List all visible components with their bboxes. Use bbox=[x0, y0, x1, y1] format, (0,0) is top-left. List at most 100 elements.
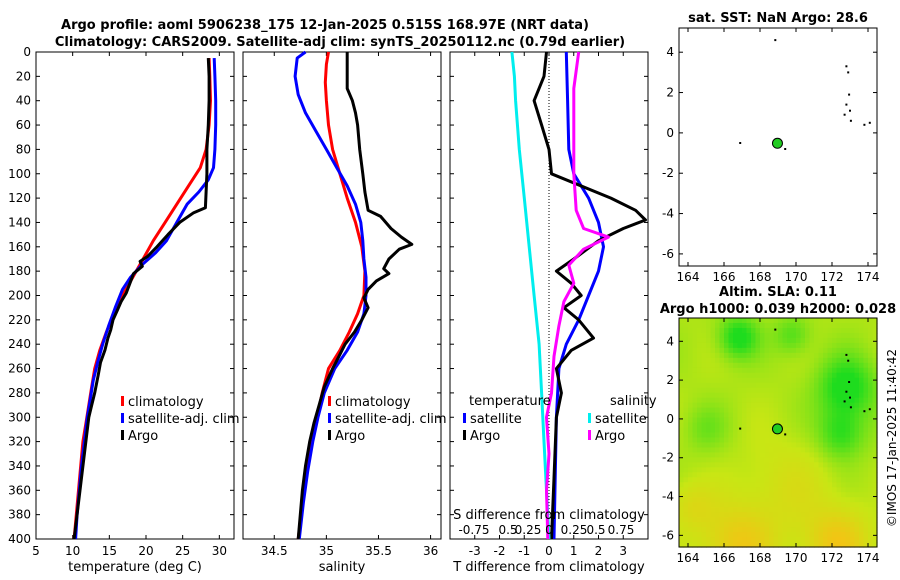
sla-cell bbox=[841, 452, 847, 458]
sla-cell bbox=[836, 497, 842, 503]
sla-cell bbox=[787, 417, 793, 424]
sla-cell bbox=[778, 452, 784, 458]
sla-cell bbox=[850, 337, 856, 344]
sla-cell bbox=[683, 537, 689, 543]
sla-cell bbox=[701, 382, 707, 389]
sla-cell bbox=[728, 462, 734, 468]
sla-cell bbox=[724, 447, 730, 454]
sla-cell bbox=[868, 318, 874, 324]
sla-cell bbox=[796, 532, 802, 538]
sla-cell bbox=[728, 542, 734, 548]
map-x-tick-label: 170 bbox=[785, 551, 808, 565]
sla-cell bbox=[688, 442, 694, 449]
sla-cell bbox=[796, 327, 802, 334]
sla-cell bbox=[809, 537, 815, 543]
sla-cell bbox=[841, 362, 847, 369]
sla-cell bbox=[683, 367, 689, 374]
sla-cell bbox=[724, 482, 730, 488]
sla-cell bbox=[701, 467, 707, 473]
sla-cell bbox=[859, 502, 865, 508]
sla-cell bbox=[872, 382, 878, 389]
sla-cell bbox=[868, 332, 874, 339]
x-tick-label: 10 bbox=[65, 544, 80, 558]
sla-cell bbox=[872, 402, 878, 409]
sla-cell bbox=[710, 442, 716, 449]
sla-cell bbox=[715, 467, 721, 473]
sla-cell bbox=[719, 462, 725, 468]
sla-cell bbox=[859, 432, 865, 439]
sla-cell bbox=[724, 467, 730, 473]
sla-cell bbox=[742, 507, 748, 513]
sla-cell bbox=[863, 482, 869, 488]
sla-cell bbox=[724, 442, 730, 449]
map-y-tick-label: 4 bbox=[666, 45, 674, 59]
sla-cell bbox=[719, 332, 725, 339]
sla-cell bbox=[715, 377, 721, 384]
sla-cell bbox=[872, 517, 878, 523]
sla-cell bbox=[710, 347, 716, 354]
sla-cell bbox=[850, 427, 856, 434]
sla-cell bbox=[715, 497, 721, 503]
sla-cell bbox=[845, 542, 851, 548]
sla-cell bbox=[823, 497, 829, 503]
y-tick-label: 100 bbox=[8, 167, 31, 181]
sla-cell bbox=[706, 402, 712, 409]
sla-cell bbox=[701, 482, 707, 488]
sla-cell bbox=[832, 507, 838, 513]
sla-cell bbox=[692, 347, 698, 354]
sla-cell bbox=[764, 347, 770, 354]
sla-cell bbox=[746, 477, 752, 483]
sla-cell bbox=[679, 357, 685, 364]
sla-cell bbox=[805, 482, 811, 488]
sla-cell bbox=[688, 467, 694, 473]
sla-cell bbox=[809, 342, 815, 349]
sla-cell bbox=[814, 412, 820, 419]
sla-cell bbox=[845, 472, 851, 478]
sla-cell bbox=[683, 327, 689, 334]
sla-cell bbox=[751, 372, 757, 379]
sla-cell bbox=[688, 382, 694, 389]
sla-cell bbox=[787, 412, 793, 419]
sla-cell bbox=[769, 527, 775, 533]
sla-cell bbox=[814, 422, 820, 429]
sla-cell bbox=[769, 432, 775, 439]
sla-cell bbox=[823, 477, 829, 483]
sla-cell bbox=[715, 507, 721, 513]
sla-cell bbox=[809, 377, 815, 384]
sla-cell bbox=[764, 318, 770, 324]
sla-cell bbox=[679, 412, 685, 419]
sla-cell bbox=[814, 437, 820, 444]
sla-cell bbox=[710, 332, 716, 339]
sla-cell bbox=[814, 482, 820, 488]
sla-cell bbox=[827, 332, 833, 339]
sla-cell bbox=[728, 352, 734, 359]
sla-cell bbox=[778, 482, 784, 488]
sla-cell bbox=[845, 412, 851, 419]
sla-cell bbox=[818, 507, 824, 513]
sla-cell bbox=[787, 497, 793, 503]
sla-cell bbox=[805, 507, 811, 513]
sla-cell bbox=[841, 457, 847, 463]
sla-cell bbox=[733, 507, 739, 513]
sla-cell bbox=[782, 517, 788, 523]
sla-cell bbox=[728, 318, 734, 324]
sla-cell bbox=[737, 442, 743, 449]
sla-cell bbox=[796, 392, 802, 399]
sla-cell bbox=[697, 377, 703, 384]
sla-cell bbox=[859, 322, 865, 329]
sla-cell bbox=[836, 417, 842, 424]
sla-cell bbox=[814, 337, 820, 344]
sla-cell bbox=[850, 387, 856, 394]
sla-cell bbox=[724, 347, 730, 354]
sla-cell bbox=[796, 362, 802, 369]
map-y-tick-label: -2 bbox=[662, 451, 674, 465]
sla-cell bbox=[751, 487, 757, 493]
sla-map-title-2: Argo h1000: 0.039 h2000: 0.028 bbox=[660, 302, 896, 317]
sla-cell bbox=[715, 407, 721, 414]
sla-cell bbox=[845, 452, 851, 458]
sla-cell bbox=[710, 422, 716, 429]
sla-cell bbox=[809, 412, 815, 419]
island-marker bbox=[868, 408, 871, 411]
sla-cell bbox=[742, 477, 748, 483]
sla-cell bbox=[796, 387, 802, 394]
